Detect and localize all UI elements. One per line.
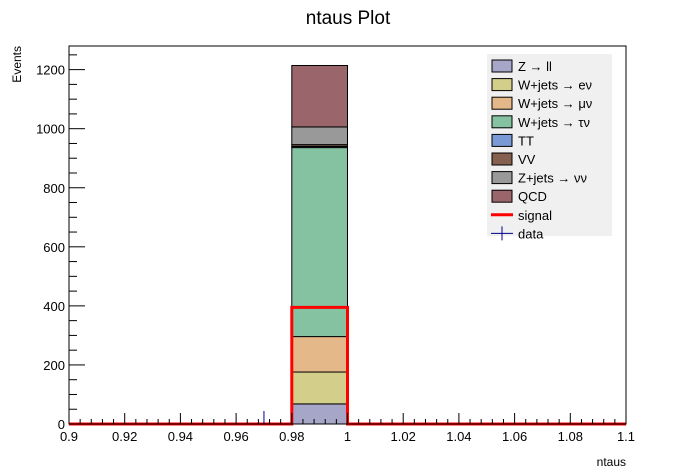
y-tick-label: 800	[43, 181, 65, 196]
bar-segment-6	[291, 126, 348, 146]
legend-entry: TT	[518, 133, 534, 148]
y-tick-label: 1000	[36, 122, 65, 137]
axes: 0.9 0.92 0.94 0.96 0.98 1 1.02 1.04 1.06 1.08 1.1 0…	[36, 54, 635, 444]
legend-entry: Z+jets → νν	[518, 171, 587, 186]
legend-entry: QCD	[518, 189, 547, 204]
legend-swatch	[491, 152, 513, 166]
x-tick-label: 0.9	[60, 429, 78, 444]
legend-entry: data	[518, 226, 544, 241]
legend-swatch	[491, 171, 513, 185]
x-tick-label: 1	[344, 429, 351, 444]
chart-title: ntaus Plot	[306, 8, 391, 29]
y-tick-label: 600	[43, 240, 65, 255]
x-tick-label: 0.92	[112, 429, 137, 444]
legend-swatch	[491, 78, 513, 92]
y-tick-label: 200	[43, 358, 65, 373]
legend-entry: VV	[518, 152, 536, 167]
legend-swatch	[491, 115, 513, 129]
bar-segment-7	[291, 64, 348, 128]
legend: Z → ll W+jets → eν W+jets → μν W+jets → τν T…	[487, 54, 612, 241]
y-tick-label: 0	[58, 417, 65, 432]
legend-swatch	[491, 96, 513, 110]
x-tick-label: 0.96	[223, 429, 248, 444]
x-tick-label: 1.04	[446, 429, 471, 444]
signal-histogram	[69, 305, 626, 426]
signal-line	[69, 305, 626, 426]
legend-swatch	[491, 59, 513, 73]
bar-segment-1	[291, 371, 348, 405]
x-tick-label: 1.08	[558, 429, 583, 444]
legend-entry: signal	[518, 208, 552, 223]
x-tick-label: 1.02	[391, 429, 416, 444]
x-tick-label: 0.98	[279, 429, 304, 444]
legend-swatch	[491, 189, 513, 203]
x-axis-label: ntaus	[597, 455, 626, 469]
bar-segment-0	[291, 403, 348, 425]
legend-entry: W+jets → eν	[518, 78, 592, 93]
y-axis-label: Events	[10, 46, 24, 83]
x-tick-label: 1.06	[502, 429, 527, 444]
legend-entry: Z → ll	[518, 59, 552, 74]
legend-swatch	[491, 133, 513, 147]
y-tick-label: 400	[43, 299, 65, 314]
bar-segment-2	[291, 336, 348, 373]
y-tick-label: 1200	[36, 63, 65, 78]
x-tick-label: 1.1	[617, 429, 635, 444]
x-tick-label: 0.94	[168, 429, 193, 444]
stacked-bars	[291, 64, 348, 425]
legend-entry: W+jets → τν	[518, 115, 590, 130]
bar-segment-3	[291, 147, 348, 338]
legend-entry: W+jets → μν	[518, 96, 592, 111]
